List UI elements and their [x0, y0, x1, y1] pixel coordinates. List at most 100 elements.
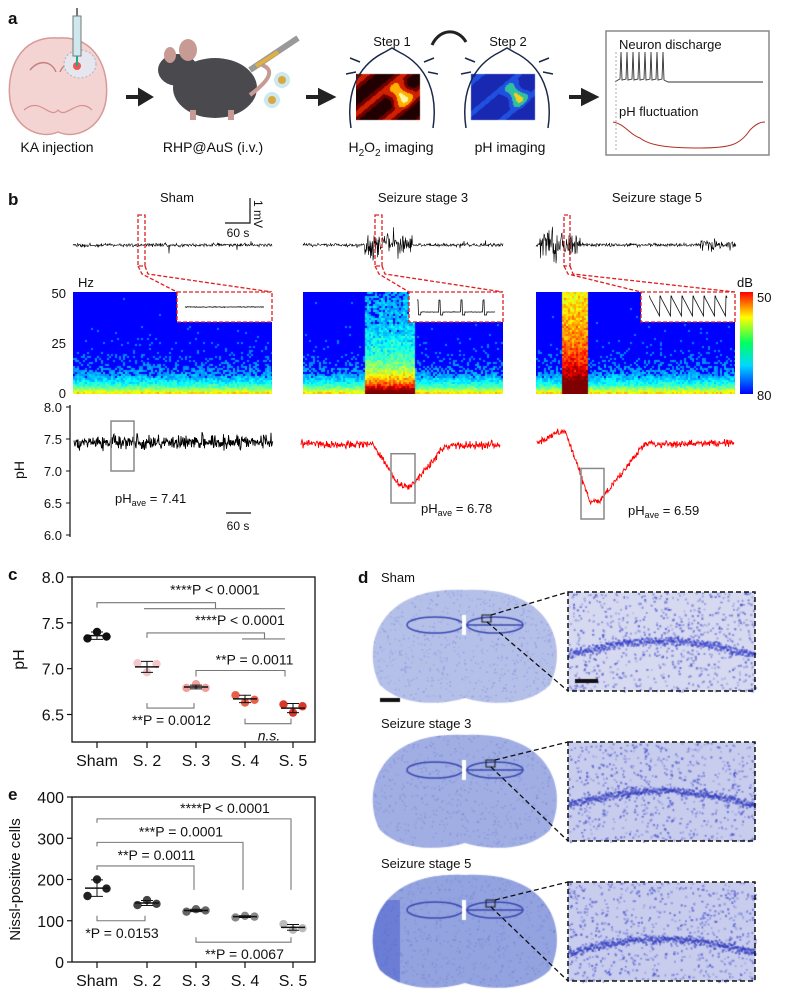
error-bar — [141, 660, 153, 673]
data-point — [133, 900, 142, 910]
zoom-region-box — [563, 214, 571, 267]
data-point — [182, 683, 191, 693]
data-point — [250, 695, 259, 705]
data-point — [279, 919, 288, 929]
zoom-inset-trace — [649, 295, 728, 318]
data-point — [298, 702, 307, 711]
neuron-discharge-trace — [614, 51, 763, 83]
histology-inset — [567, 881, 756, 982]
significance-bracket — [146, 703, 195, 709]
error-bar — [190, 684, 202, 690]
significance-bracket — [195, 669, 286, 677]
significance-label: **P = 0.0011 — [118, 847, 196, 863]
panel-a: a KA injection — [8, 8, 770, 159]
error-bar — [287, 923, 299, 931]
x-tick-label: S. 2 — [133, 973, 162, 990]
y-axis-label: Nissl-positive cells — [7, 818, 24, 941]
significance-label: ****P < 0.0001 — [195, 612, 285, 628]
ph-axis-label: pH — [11, 461, 27, 479]
error-bar — [239, 694, 251, 704]
arrow-right-icon — [126, 87, 154, 107]
imaging-maps — [356, 70, 556, 130]
data-point — [182, 907, 191, 916]
averaging-window-box — [390, 452, 416, 504]
error-bar — [141, 900, 153, 906]
panel-b: b Sham Seizure stage 3 Seizure stage 5 1… — [8, 190, 771, 543]
ph-fluctuation-label: pH fluctuation — [619, 104, 699, 119]
ph-fluctuation-trace — [612, 121, 766, 149]
averaging-window-box — [580, 467, 605, 520]
histology-inset — [567, 741, 756, 842]
x-tick-label: S. 3 — [182, 753, 211, 770]
histology-images — [360, 570, 800, 999]
significance-label: **P = 0.0067 — [205, 946, 284, 962]
significance-label: **P = 0.0012 — [132, 712, 211, 728]
panel-d: d Sham Seizure stage 3 Seizure stage 5 — [358, 568, 756, 982]
y-tick-label: 300 — [37, 831, 64, 848]
histology-title-sham: Sham — [381, 570, 415, 585]
data-point — [231, 691, 240, 700]
significance-bracket — [96, 602, 285, 610]
syringe-icon — [72, 8, 82, 66]
time-scale-label: 60 s — [227, 519, 250, 533]
data-point — [279, 700, 288, 709]
significance-bracket — [96, 841, 244, 890]
significance-label: ****P < 0.0001 — [180, 800, 270, 816]
scale-mv-label: 1 mV — [251, 200, 265, 228]
histology-title-stage3: Seizure stage 3 — [381, 716, 471, 731]
error-bar — [91, 879, 103, 897]
x-tick-label: S. 4 — [231, 973, 260, 990]
plot-frame — [71, 576, 316, 743]
significance-bracket — [195, 937, 292, 943]
significance-label: n.s. — [258, 728, 281, 744]
curved-arrow-icon — [430, 30, 468, 46]
eeg-trace-0 — [72, 241, 273, 254]
brain-section-icon — [8, 37, 108, 136]
significance-bracket — [96, 818, 292, 890]
ph-tick-label: 6.0 — [44, 528, 62, 543]
ph-trace-2 — [536, 428, 735, 506]
x-tick-label: S. 5 — [279, 753, 308, 770]
title-stage5: Seizure stage 5 — [612, 190, 702, 205]
significance-label: *P = 0.0153 — [85, 925, 159, 941]
h2o2-imaging-label: H2O2 imaging — [348, 139, 433, 159]
colorbar-tick: 80 — [757, 388, 771, 403]
significance-bracket — [146, 632, 285, 640]
mouse-head-icon — [345, 47, 439, 129]
ph-tick-label: 7.5 — [44, 432, 62, 447]
significance-label: ***P = 0.0001 — [139, 823, 223, 839]
zoom-connector — [563, 265, 736, 293]
eeg-trace-1 — [302, 227, 504, 261]
data-point — [231, 913, 240, 922]
inset-connector — [490, 881, 569, 982]
ph-trace-1 — [300, 438, 501, 490]
mouse-icon — [158, 39, 272, 120]
schematic-box — [605, 30, 770, 156]
y-axis-label: pH — [11, 649, 28, 669]
error-bar — [190, 908, 202, 913]
ph-imaging-label: pH imaging — [475, 139, 546, 155]
syringe-icon — [248, 35, 300, 73]
ph-tick-label: 6.5 — [44, 496, 62, 511]
hz-tick: 25 — [52, 336, 66, 351]
y-tick-label: 7.5 — [42, 616, 64, 633]
data-point — [83, 891, 92, 901]
panel-e-chart: e 0 100 200 300 400 Nissl-positive cells Sham S.… — [7, 785, 316, 990]
error-bar — [239, 915, 251, 918]
significance-bracket — [244, 718, 292, 725]
y-tick-label: 100 — [37, 914, 64, 931]
step-1-label: Step 1 — [373, 34, 411, 49]
zoom-inset — [640, 291, 736, 323]
y-tick-label: 400 — [37, 790, 64, 807]
panel-label-c: c — [8, 565, 17, 584]
data-point — [133, 658, 142, 668]
ph-ave-sham: pHave = 7.41 — [115, 491, 186, 508]
ph-tick-label: 8.0 — [44, 400, 62, 415]
hz-tick: 50 — [52, 286, 66, 301]
histology-title-stage5: Seizure stage 5 — [381, 856, 471, 871]
zoom-connector — [374, 265, 504, 293]
y-tick-label: 7.0 — [42, 662, 64, 679]
step-label-ka-injection: KA injection — [20, 139, 93, 155]
y-tick-label: 6.5 — [42, 708, 64, 725]
scale-time-label: 60 s — [227, 226, 250, 240]
